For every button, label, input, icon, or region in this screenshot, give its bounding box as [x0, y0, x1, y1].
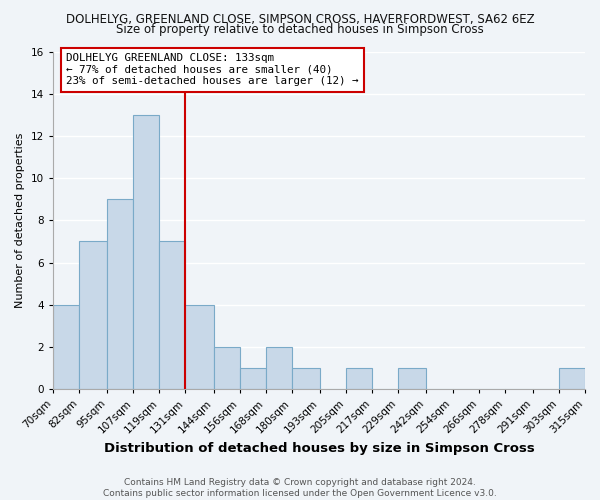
Bar [292, 368, 320, 389]
Text: Size of property relative to detached houses in Simpson Cross: Size of property relative to detached ho… [116, 22, 484, 36]
Text: DOLHELYG, GREENLAND CLOSE, SIMPSON CROSS, HAVERFORDWEST, SA62 6EZ: DOLHELYG, GREENLAND CLOSE, SIMPSON CROSS… [65, 12, 535, 26]
Bar [214, 347, 239, 389]
Bar [559, 368, 585, 389]
Bar [133, 115, 159, 389]
Bar [107, 199, 133, 389]
Bar [53, 305, 79, 389]
Bar [239, 368, 266, 389]
X-axis label: Distribution of detached houses by size in Simpson Cross: Distribution of detached houses by size … [104, 442, 534, 455]
Bar [159, 242, 185, 389]
Bar [185, 305, 214, 389]
Bar [398, 368, 427, 389]
Bar [79, 242, 107, 389]
Bar [346, 368, 372, 389]
Y-axis label: Number of detached properties: Number of detached properties [15, 132, 25, 308]
Bar [266, 347, 292, 389]
Text: DOLHELYG GREENLAND CLOSE: 133sqm
← 77% of detached houses are smaller (40)
23% o: DOLHELYG GREENLAND CLOSE: 133sqm ← 77% o… [66, 53, 359, 86]
Text: Contains HM Land Registry data © Crown copyright and database right 2024.
Contai: Contains HM Land Registry data © Crown c… [103, 478, 497, 498]
